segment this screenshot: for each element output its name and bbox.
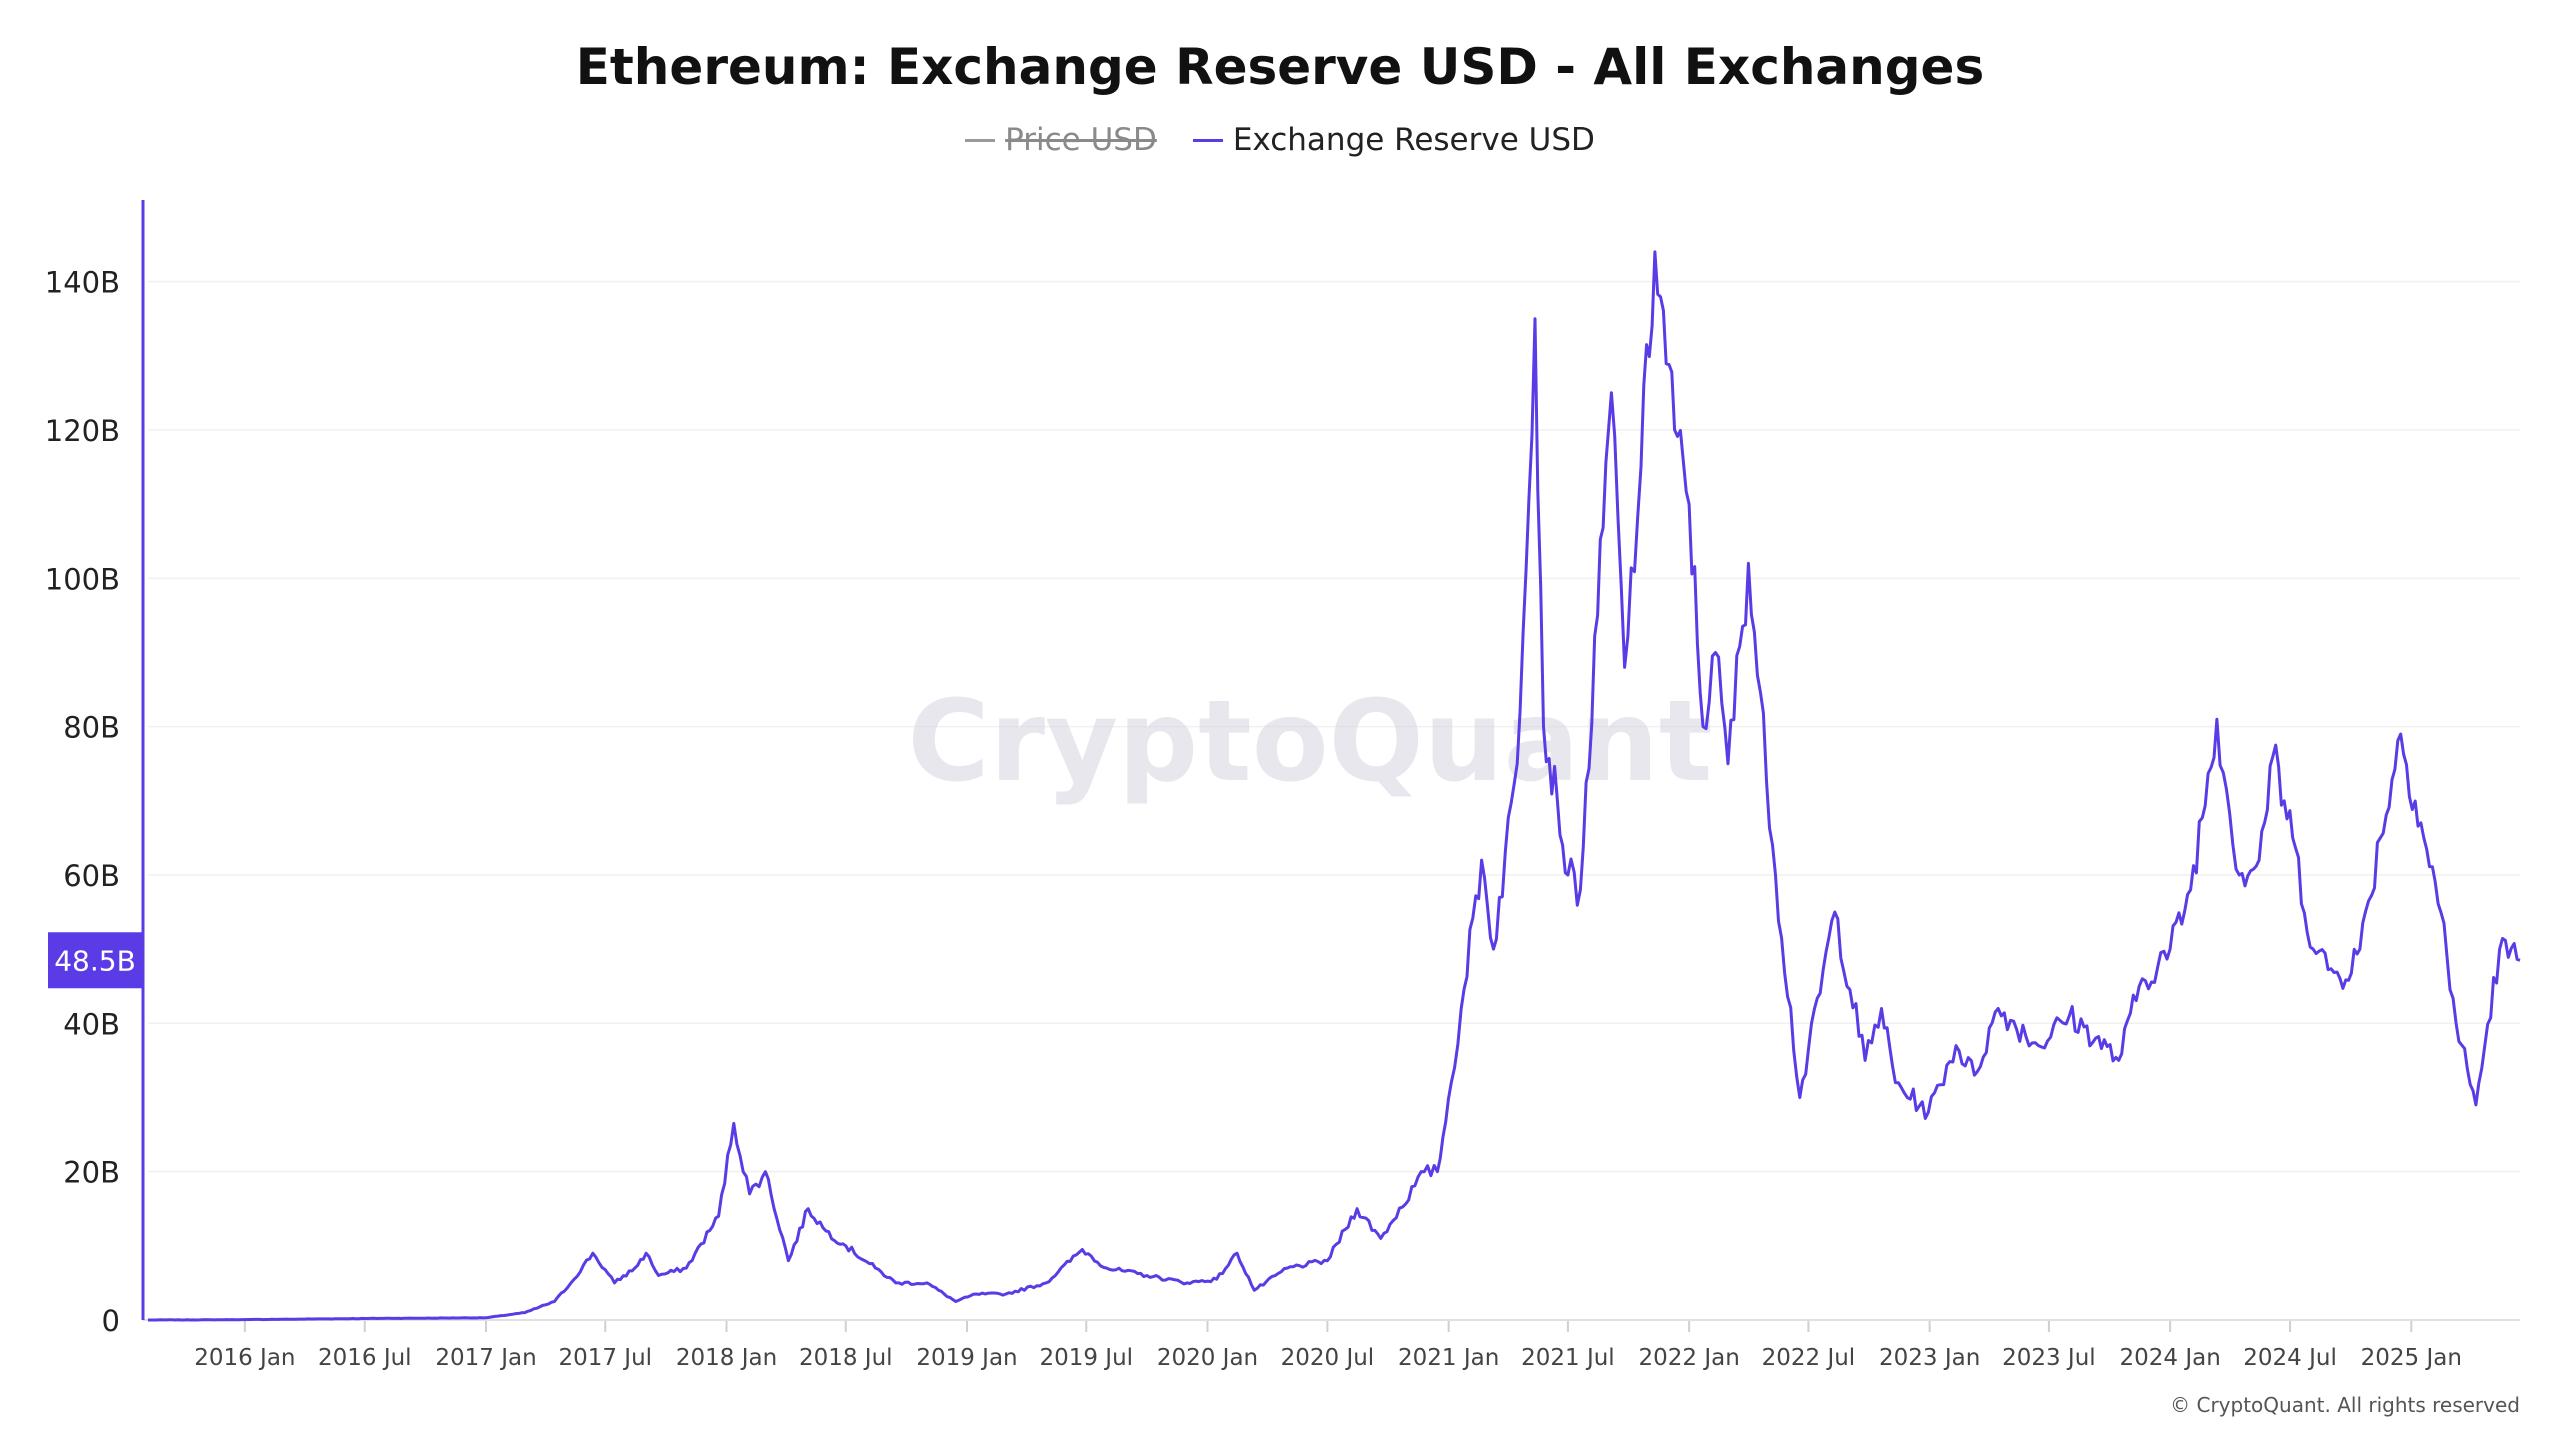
watermark: CryptoQuant	[908, 677, 1713, 807]
x-tick-label: 2017 Jul	[558, 1345, 652, 1371]
x-tick-label: 2016 Jul	[318, 1345, 412, 1371]
x-tick-label: 2024 Jul	[2243, 1345, 2337, 1371]
legend: Price USD Exchange Reserve USD	[0, 122, 2560, 158]
legend-swatch-exchange-reserve-usd	[1192, 138, 1223, 142]
y-tick-label: 80B	[63, 711, 120, 745]
y-tick-label: 140B	[45, 266, 120, 300]
legend-item-price-usd[interactable]: Price USD	[965, 122, 1157, 158]
x-tick-label: 2020 Jan	[1157, 1345, 1258, 1371]
x-tick-label: 2019 Jul	[1039, 1345, 1133, 1371]
legend-swatch-price-usd	[965, 138, 996, 142]
x-tick-label: 2025 Jan	[2361, 1345, 2462, 1371]
x-tick-label: 2017 Jan	[435, 1345, 536, 1371]
y-tick-label: 20B	[63, 1156, 120, 1190]
x-tick-label: 2021 Jan	[1398, 1345, 1499, 1371]
x-tick-label: 2021 Jul	[1521, 1345, 1615, 1371]
y-tick-label: 100B	[45, 562, 120, 596]
x-axis-ticks: 2016 Jan 2016 Jul 2017 Jan 2017 Jul 2018 Jan…	[194, 1320, 2462, 1371]
x-tick-label: 2020 Jul	[1281, 1345, 1375, 1371]
x-tick-label: 2018 Jan	[676, 1345, 777, 1371]
series-line-exchange-reserve-usd	[148, 250, 2521, 1322]
x-tick-label: 2023 Jan	[1879, 1345, 1980, 1371]
current-value-label: 48.5B	[54, 944, 136, 977]
y-tick-label: 120B	[45, 414, 120, 448]
current-value-badge: 48.5B	[48, 932, 143, 989]
legend-label-price-usd: Price USD	[1005, 122, 1157, 158]
x-tick-label: 2022 Jul	[1762, 1345, 1856, 1371]
x-tick-label: 2016 Jan	[194, 1345, 295, 1371]
x-tick-label: 2022 Jan	[1638, 1345, 1739, 1371]
y-tick-label: 0	[102, 1304, 120, 1338]
y-tick-label: 40B	[63, 1007, 120, 1041]
grid-lines	[148, 280, 2520, 1173]
legend-label-exchange-reserve-usd: Exchange Reserve USD	[1232, 122, 1595, 158]
x-tick-label: 2019 Jan	[916, 1345, 1017, 1371]
x-tick-label: 2024 Jan	[2119, 1345, 2220, 1371]
legend-item-exchange-reserve-usd[interactable]: Exchange Reserve USD	[1192, 122, 1595, 158]
x-tick-label: 2023 Jul	[2002, 1345, 2096, 1371]
current-value-badge-bg	[48, 932, 143, 989]
y-tick-label: 60B	[63, 859, 120, 893]
x-tick-label: 2018 Jul	[799, 1345, 893, 1371]
chart-title: Ethereum: Exchange Reserve USD - All Exc…	[575, 38, 1985, 96]
copyright: © CryptoQuant. All rights reserved	[2170, 1393, 2520, 1417]
y-axis-ticks: 0 20B 40B 60B 80B 100B 120B 140B	[45, 266, 120, 1338]
